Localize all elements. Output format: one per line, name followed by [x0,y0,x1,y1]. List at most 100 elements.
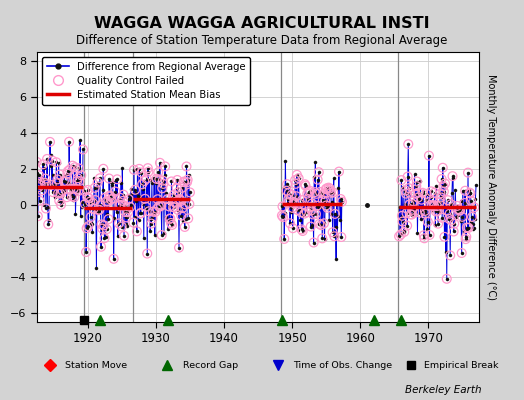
Point [49,189,57,195]
Point [62,178,70,185]
Point [278,203,287,210]
Point [68,193,76,200]
Point [84,223,93,229]
Point [409,201,417,207]
Text: Record Gap: Record Gap [183,360,238,370]
Point [81,201,89,207]
Point [427,188,435,194]
Point [413,178,421,185]
Point [161,163,169,170]
Point [144,165,152,171]
Point [141,196,149,202]
Point [96,202,105,208]
Point [133,228,141,234]
Point [97,244,105,250]
Point [80,188,89,194]
Point [183,176,192,183]
Point [94,207,103,213]
Point [425,152,433,159]
Point [446,252,454,258]
Point [453,203,461,209]
Point [398,218,407,225]
Point [35,172,43,178]
Point [42,205,50,212]
Point [181,224,189,230]
Point [318,235,326,242]
Point [439,164,447,171]
Point [457,250,466,256]
Point [313,176,322,183]
Point [101,194,109,201]
Point [136,210,145,216]
Point [308,200,316,207]
Point [423,218,432,225]
Point [102,198,111,205]
Point [115,202,124,209]
Point [44,221,52,228]
Point [182,163,191,170]
Point [158,232,166,238]
Point [115,220,123,226]
Point [145,208,153,214]
Point [89,200,97,206]
Point [445,216,453,222]
Point [430,203,438,209]
Point [458,214,466,220]
Point [90,205,98,212]
Point [435,199,443,206]
Point [428,203,436,209]
Point [159,181,168,187]
Point [402,190,410,197]
Point [456,207,464,214]
Point [422,191,431,197]
Point [291,181,300,187]
Point [154,196,162,202]
Point [468,214,476,220]
Point [297,209,305,216]
Point [137,169,146,176]
Point [118,198,127,204]
Point [412,183,420,189]
Point [153,206,161,212]
Point [307,223,315,230]
Point [331,211,339,217]
Point [311,189,319,195]
Point [434,220,442,227]
Point [143,250,151,257]
Point [437,194,445,201]
Point [293,172,301,178]
Point [315,221,324,227]
Point [282,188,291,194]
Point [83,194,91,200]
Point [449,173,457,179]
Point [408,207,417,213]
Point [337,198,346,205]
Point [280,236,288,242]
Point [174,189,182,196]
Point [172,185,181,191]
Point [313,202,321,209]
Point [462,234,471,240]
Point [166,216,174,222]
Point [120,232,128,239]
Point [71,164,79,170]
Point [398,213,406,219]
Point [455,207,464,214]
Point [55,198,63,204]
Text: Station Move: Station Move [66,360,127,370]
Point [438,176,446,182]
Point [288,192,296,198]
Text: Difference of Station Temperature Data from Regional Average: Difference of Station Temperature Data f… [77,34,447,47]
Point [56,171,64,178]
Point [37,182,45,188]
Point [99,166,107,172]
Point [186,189,194,196]
Point [173,177,181,183]
Point [405,185,413,191]
Point [301,182,310,189]
Point [122,214,130,220]
Point [38,187,46,194]
Point [175,244,183,251]
Point [322,202,331,209]
Point [450,228,458,235]
